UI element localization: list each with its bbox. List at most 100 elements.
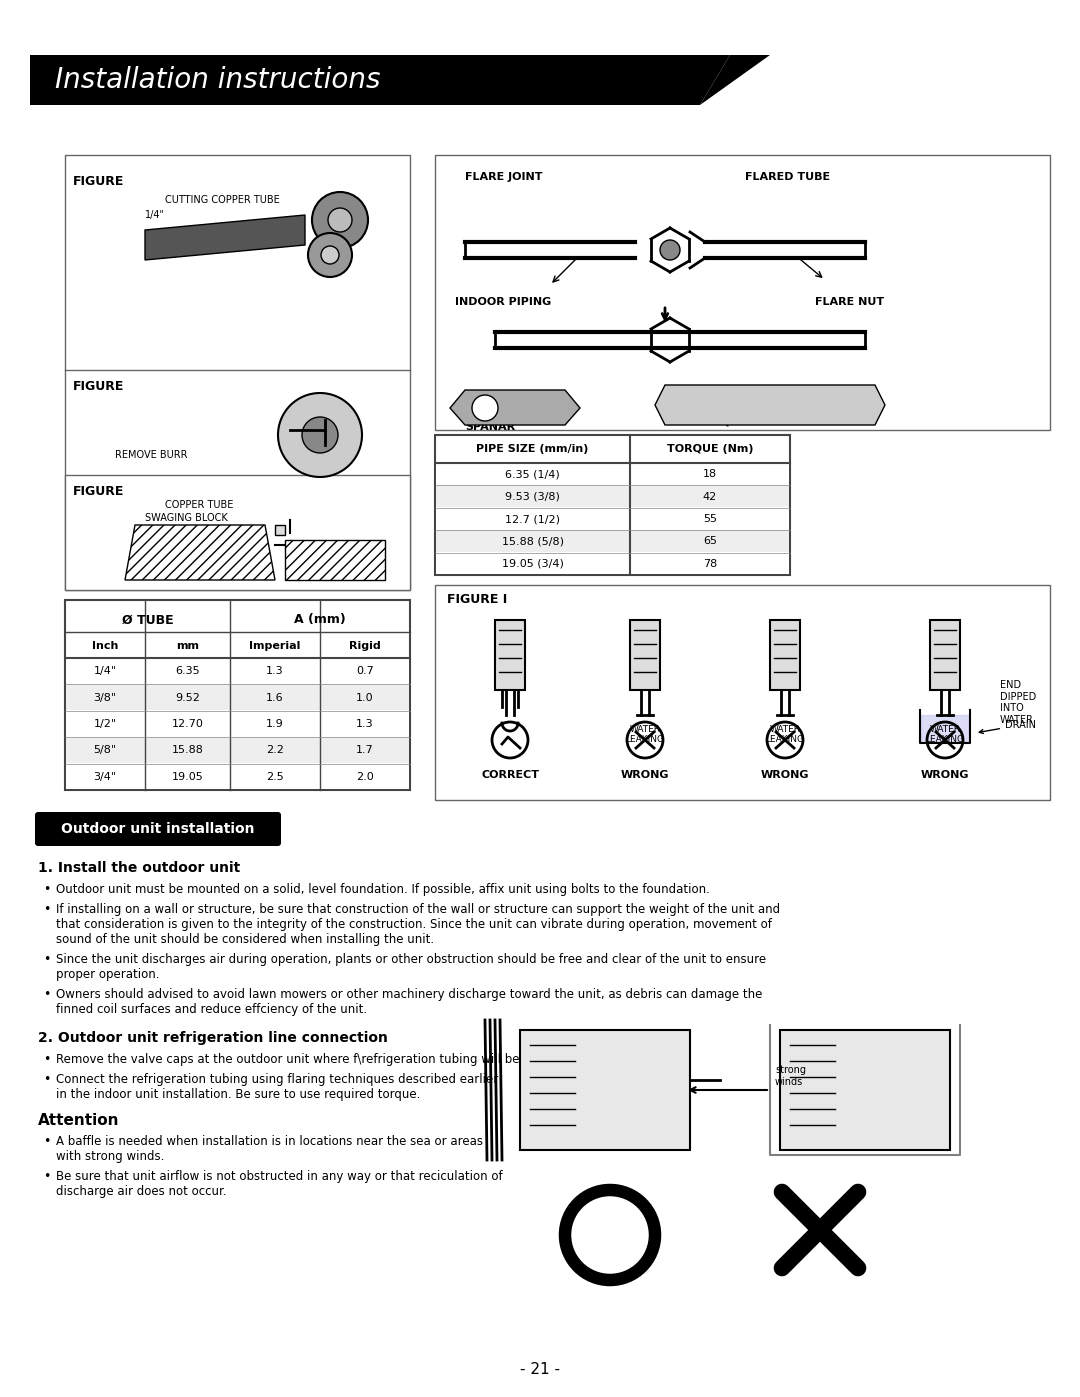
Bar: [436, 553, 789, 574]
Text: Remove the valve caps at the outdoor unit where f\refrigeration tubing will be c: Remove the valve caps at the outdoor uni…: [56, 1053, 589, 1066]
Text: SPANAR: SPANAR: [465, 422, 515, 432]
Text: strong
winds: strong winds: [775, 1066, 806, 1087]
Text: 0.7: 0.7: [356, 666, 374, 676]
Text: CUTTING COPPER TUBE: CUTTING COPPER TUBE: [165, 196, 280, 205]
Text: FIGURE: FIGURE: [73, 485, 124, 497]
Text: 6.35: 6.35: [175, 666, 200, 676]
Text: SWAGING BLOCK: SWAGING BLOCK: [145, 513, 228, 522]
Circle shape: [472, 395, 498, 420]
Text: 1/2": 1/2": [94, 719, 117, 729]
Bar: [436, 462, 789, 485]
Bar: [435, 155, 1050, 430]
Text: 18: 18: [703, 469, 717, 479]
Text: 1.3: 1.3: [356, 719, 374, 729]
Text: A (mm): A (mm): [294, 613, 346, 626]
Text: FLARE JOINT: FLARE JOINT: [465, 172, 542, 182]
Text: •: •: [43, 988, 51, 1002]
Text: 55: 55: [703, 514, 717, 524]
Text: •: •: [43, 883, 51, 895]
Text: 1.3: 1.3: [266, 666, 284, 676]
Text: •: •: [43, 902, 51, 916]
Text: •: •: [43, 1073, 51, 1085]
Text: FIGURE I: FIGURE I: [447, 592, 508, 606]
Text: DRAIN: DRAIN: [980, 719, 1036, 733]
Text: WATER
LEAKING: WATER LEAKING: [625, 725, 664, 745]
Text: 1.9: 1.9: [266, 719, 284, 729]
Polygon shape: [450, 390, 580, 425]
Circle shape: [308, 233, 352, 277]
Text: Ø TUBE: Ø TUBE: [122, 613, 173, 626]
Text: FIGURE: FIGURE: [73, 380, 124, 393]
Text: 42: 42: [703, 492, 717, 502]
Text: FIGURE: FIGURE: [73, 175, 124, 189]
Text: 3/4": 3/4": [94, 771, 117, 782]
Text: 6.35 (1/4): 6.35 (1/4): [505, 469, 559, 479]
Text: 15.88 (5/8): 15.88 (5/8): [501, 536, 564, 546]
Text: FLARED TUBE: FLARED TUBE: [745, 172, 831, 182]
Text: mm: mm: [176, 641, 199, 651]
Text: 5/8": 5/8": [94, 746, 117, 756]
Text: 1.6: 1.6: [266, 693, 284, 703]
Bar: [65, 155, 410, 590]
Bar: [65, 599, 410, 789]
Bar: [495, 620, 525, 690]
Text: 1. Install the outdoor unit: 1. Install the outdoor unit: [38, 861, 240, 875]
Bar: [770, 620, 800, 690]
Circle shape: [302, 416, 338, 453]
Text: TORQUE WRENCH: TORQUE WRENCH: [696, 416, 806, 427]
Text: Imperial: Imperial: [249, 641, 300, 651]
Text: Since the unit discharges air during operation, plants or other obstruction shou: Since the unit discharges air during ope…: [56, 953, 766, 981]
Text: REMOVE BURR: REMOVE BURR: [114, 450, 188, 460]
Text: 3/8": 3/8": [94, 693, 117, 703]
Bar: [66, 685, 409, 710]
Polygon shape: [30, 54, 730, 105]
Bar: [436, 531, 789, 552]
Polygon shape: [285, 541, 384, 580]
Text: 19.05: 19.05: [172, 771, 203, 782]
Text: COPPER TUBE: COPPER TUBE: [165, 500, 233, 510]
Text: Outdoor unit installation: Outdoor unit installation: [62, 821, 255, 835]
Text: - 21 -: - 21 -: [519, 1362, 561, 1377]
Bar: [519, 1030, 690, 1150]
Bar: [66, 738, 409, 763]
Text: WRONG: WRONG: [621, 770, 670, 780]
Text: 19.05 (3/4): 19.05 (3/4): [501, 559, 564, 569]
Text: Connect the refrigeration tubing using flaring techniques described earlier
in t: Connect the refrigeration tubing using f…: [56, 1073, 498, 1101]
Text: Outdoor unit must be mounted on a solid, level foundation. If possible, affix un: Outdoor unit must be mounted on a solid,…: [56, 883, 710, 895]
Text: END
DIPPED
INTO
WATER: END DIPPED INTO WATER: [1000, 680, 1036, 725]
Text: CORRECT: CORRECT: [481, 770, 539, 780]
Bar: [66, 711, 409, 736]
Text: 1/4": 1/4": [145, 210, 165, 219]
Bar: [780, 1030, 950, 1150]
Polygon shape: [145, 215, 305, 260]
Text: 1.0: 1.0: [356, 693, 374, 703]
Text: Owners should advised to avoid lawn mowers or other machinery discharge toward t: Owners should advised to avoid lawn mowe…: [56, 988, 762, 1016]
Circle shape: [660, 240, 680, 260]
Text: WATER
LEAKING: WATER LEAKING: [926, 725, 964, 745]
Bar: [66, 658, 409, 683]
Polygon shape: [125, 525, 275, 580]
Text: 65: 65: [703, 536, 717, 546]
Text: 9.52: 9.52: [175, 693, 200, 703]
Text: WRONG: WRONG: [921, 770, 969, 780]
Bar: [630, 620, 660, 690]
Text: 78: 78: [703, 559, 717, 569]
Polygon shape: [700, 54, 770, 105]
Text: 2.0: 2.0: [356, 771, 374, 782]
Bar: [65, 475, 410, 590]
Bar: [930, 620, 960, 690]
Text: INDOOR PIPING: INDOOR PIPING: [455, 298, 551, 307]
Text: 1.7: 1.7: [356, 746, 374, 756]
Bar: [435, 434, 789, 576]
Circle shape: [278, 393, 362, 476]
Text: Rigid: Rigid: [349, 641, 381, 651]
Text: •: •: [43, 953, 51, 965]
Text: Be sure that unit airflow is not obstructed in any way or that reciculation of
d: Be sure that unit airflow is not obstruc…: [56, 1171, 502, 1199]
Bar: [66, 764, 409, 789]
Text: 12.7 (1/2): 12.7 (1/2): [505, 514, 561, 524]
Text: 9.53 (3/8): 9.53 (3/8): [505, 492, 559, 502]
Circle shape: [312, 191, 368, 249]
Text: •: •: [43, 1053, 51, 1066]
Circle shape: [328, 208, 352, 232]
Text: 2.2: 2.2: [266, 746, 284, 756]
